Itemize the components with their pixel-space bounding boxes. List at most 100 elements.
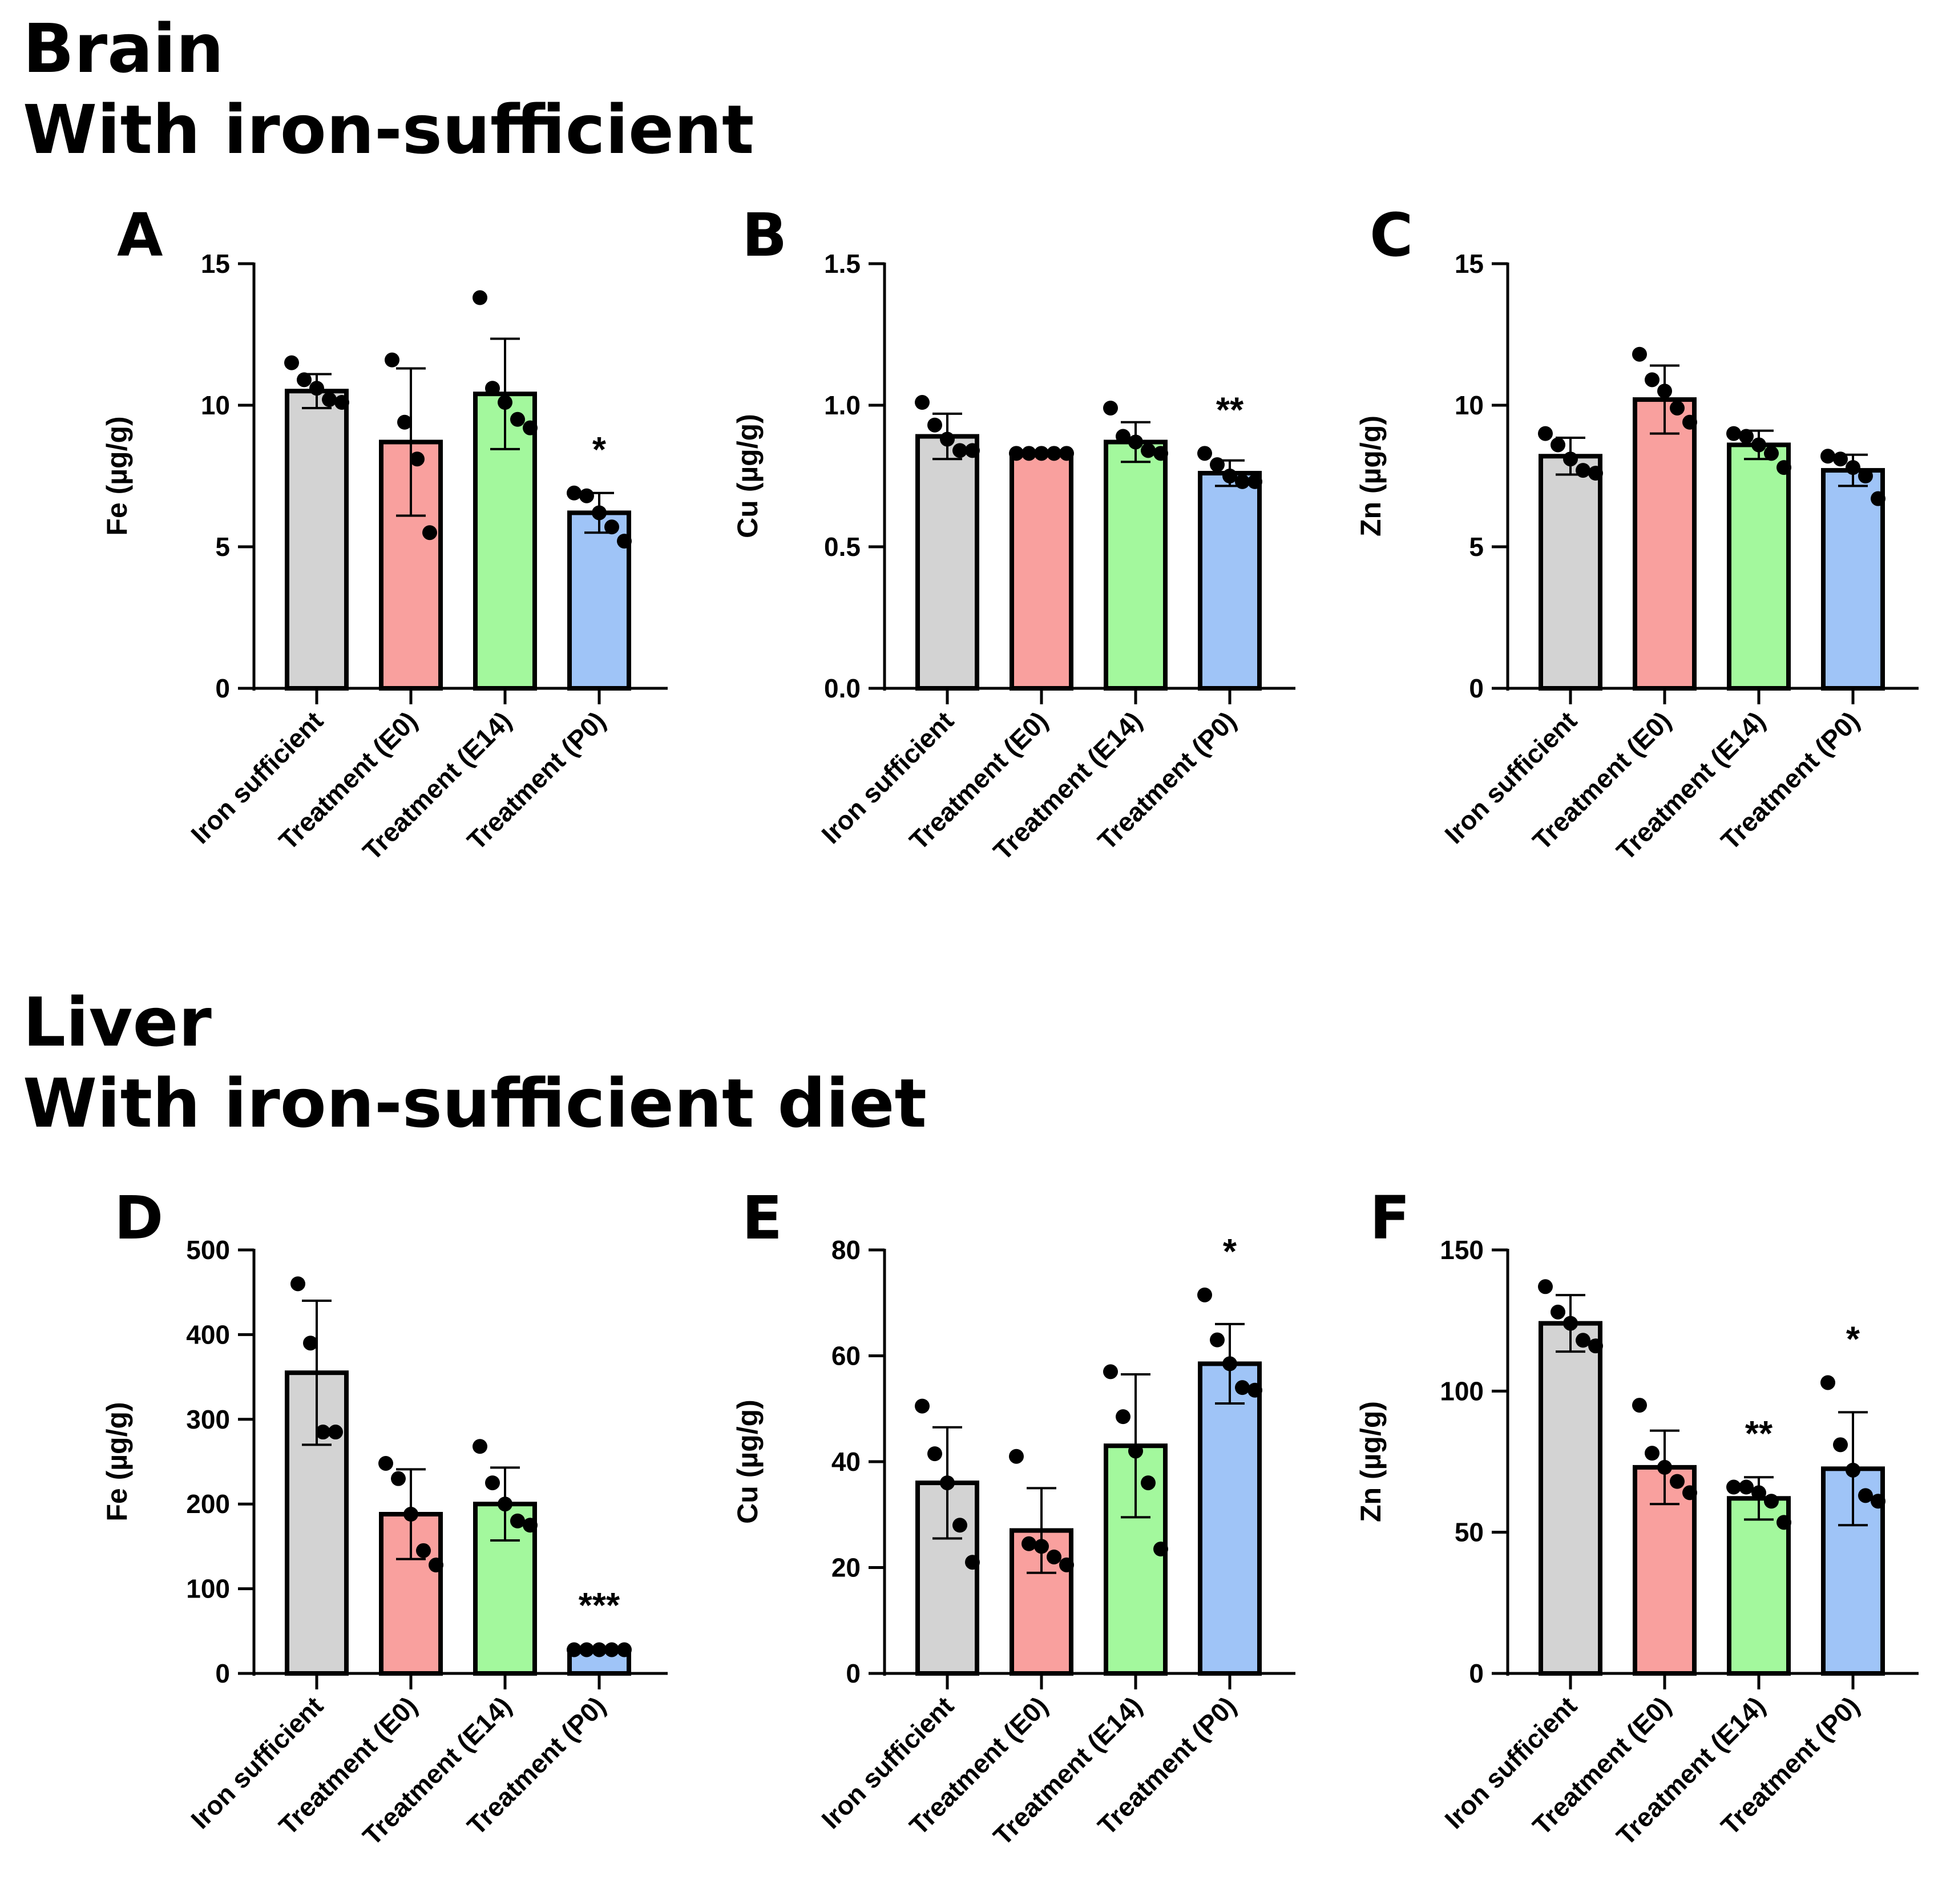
bar-group-f-3: **: [1726, 1414, 1791, 1676]
data-point-b-1-3: [940, 431, 955, 447]
data-point-d-1-4: [328, 1425, 343, 1440]
data-point-d-3-2: [485, 1475, 500, 1491]
data-point-f-2-3: [1657, 1459, 1672, 1475]
data-point-f-2-2: [1645, 1446, 1660, 1461]
data-point-d-3-1: [473, 1439, 487, 1454]
data-point-a-3-1: [473, 290, 487, 305]
data-point-f-3-1: [1726, 1479, 1741, 1495]
y-tick-label-e-1: 0: [846, 1659, 861, 1688]
data-point-b-1-4: [952, 443, 967, 458]
data-point-e-3-3: [1128, 1443, 1143, 1459]
data-point-a-4-3: [592, 505, 607, 521]
significance-label-f-3: **: [1745, 1414, 1773, 1454]
y-axis-label-c: Zn (µg/g): [1355, 416, 1387, 536]
brain-title-line1: Brain: [23, 9, 224, 88]
data-point-c-4-2: [1833, 451, 1848, 467]
data-point-b-4-2: [1210, 457, 1225, 473]
data-point-b-2-4: [1047, 446, 1061, 461]
data-point-d-1-3: [316, 1425, 330, 1440]
bar-group-f-4: *: [1820, 1320, 1885, 1676]
data-point-f-1-4: [1576, 1333, 1590, 1348]
bar-e-4: [1198, 1361, 1262, 1676]
y-tick-label-d-3: 200: [186, 1489, 230, 1519]
data-point-d-4-2: [579, 1642, 594, 1657]
bar-group-e-2: [1009, 1449, 1074, 1676]
bar-group-d-2: [378, 1455, 443, 1676]
panel-letter-c: C: [1370, 200, 1413, 270]
bar-group-a-2: [379, 352, 443, 691]
significance-label-e-4: *: [1223, 1232, 1237, 1272]
data-point-e-1-5: [965, 1555, 980, 1570]
y-axis-label-d: Fe (µg/g): [101, 1402, 133, 1521]
data-point-a-1-5: [334, 395, 349, 410]
data-point-d-3-5: [523, 1518, 538, 1533]
data-point-e-2-4: [1047, 1549, 1061, 1564]
data-point-b-2-3: [1034, 446, 1049, 461]
bar-f-3: [1727, 1496, 1791, 1676]
data-point-e-2-1: [1009, 1449, 1024, 1464]
data-point-c-3-1: [1726, 426, 1741, 441]
y-tick-label-b-3: 1.0: [824, 390, 861, 420]
data-point-a-4-5: [617, 534, 632, 549]
data-point-a-3-5: [523, 420, 538, 435]
bar-c-1: [1539, 454, 1602, 691]
y-tick-label-f-1: 0: [1469, 1659, 1484, 1688]
data-point-e-2-5: [1059, 1557, 1074, 1572]
data-point-c-2-5: [1682, 414, 1697, 430]
y-tick-label-a-4: 15: [201, 249, 230, 279]
y-tick-label-a-3: 10: [201, 390, 230, 420]
data-point-e-3-1: [1103, 1364, 1118, 1379]
bar-group-e-3: [1103, 1364, 1168, 1676]
data-point-c-3-3: [1751, 437, 1766, 453]
bar-f-1: [1539, 1321, 1602, 1676]
data-point-f-3-5: [1776, 1515, 1791, 1530]
data-point-f-4-5: [1871, 1494, 1885, 1509]
significance-label-a-4: *: [592, 430, 607, 470]
y-axis-label-a: Fe (µg/g): [101, 416, 133, 535]
data-point-e-1-3: [940, 1475, 955, 1491]
bar-group-b-2: [1009, 446, 1074, 691]
data-point-c-1-5: [1588, 466, 1603, 481]
data-point-d-1-1: [290, 1276, 305, 1292]
data-point-c-3-5: [1776, 460, 1791, 475]
data-point-b-2-5: [1059, 446, 1074, 461]
data-point-a-1-4: [322, 392, 337, 408]
data-point-f-4-2: [1833, 1437, 1848, 1453]
data-point-b-2-2: [1021, 446, 1036, 461]
data-point-f-2-5: [1682, 1485, 1697, 1500]
significance-label-d-4: ***: [579, 1586, 620, 1625]
y-tick-label-f-2: 50: [1455, 1518, 1484, 1547]
data-point-c-1-1: [1538, 426, 1553, 441]
data-point-b-3-4: [1141, 443, 1156, 458]
y-tick-label-b-1: 0.0: [824, 673, 861, 703]
data-point-a-4-2: [579, 488, 594, 503]
bar-c-2: [1633, 397, 1697, 691]
data-point-b-1-1: [915, 395, 930, 410]
data-point-d-2-4: [416, 1543, 431, 1558]
data-point-b-2-1: [1009, 446, 1024, 461]
data-point-f-2-1: [1632, 1398, 1647, 1413]
data-point-e-1-1: [915, 1398, 930, 1414]
data-point-f-1-5: [1588, 1338, 1603, 1354]
significance-label-f-4: *: [1846, 1320, 1860, 1359]
data-point-e-4-1: [1197, 1287, 1212, 1302]
bar-group-a-3: [473, 290, 538, 691]
bar-group-b-1: [915, 395, 980, 691]
y-tick-label-f-3: 100: [1440, 1376, 1484, 1406]
bar-group-e-4: *: [1197, 1232, 1262, 1676]
data-point-b-3-3: [1128, 434, 1143, 450]
liver-title-line2: With iron-sufficient diet: [23, 1064, 927, 1143]
data-point-a-1-2: [297, 372, 312, 388]
data-point-c-4-5: [1871, 491, 1885, 506]
y-tick-label-e-3: 40: [831, 1447, 861, 1477]
bar-group-d-1: [285, 1276, 349, 1676]
y-axis-label-e: Cu (µg/g): [732, 1399, 764, 1524]
data-point-e-2-3: [1034, 1539, 1049, 1554]
data-point-b-3-2: [1116, 429, 1130, 444]
bar-group-c-4: [1820, 449, 1885, 691]
data-point-d-1-2: [303, 1336, 318, 1351]
